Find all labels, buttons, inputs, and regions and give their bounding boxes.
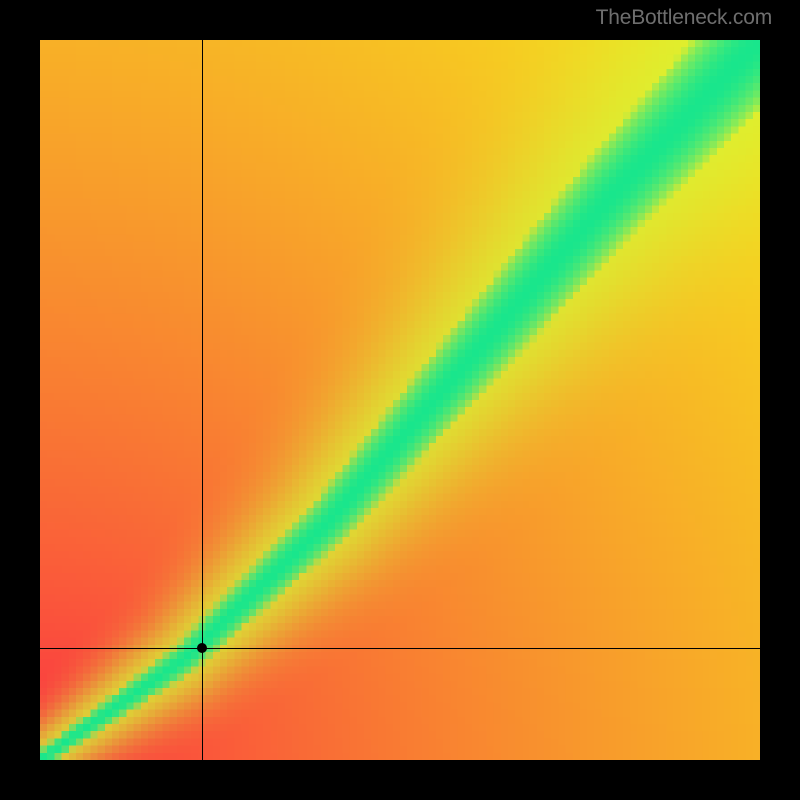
crosshair-marker — [197, 643, 207, 653]
heatmap-plot — [40, 40, 760, 760]
crosshair-horizontal — [40, 648, 760, 649]
attribution-label: TheBottleneck.com — [596, 6, 772, 30]
heatmap-canvas — [40, 40, 760, 760]
chart-frame: TheBottleneck.com — [0, 0, 800, 800]
